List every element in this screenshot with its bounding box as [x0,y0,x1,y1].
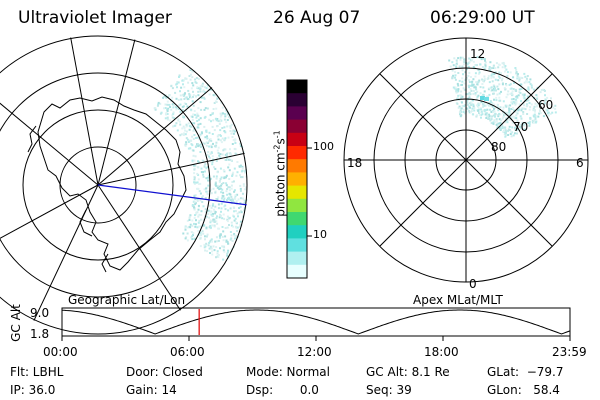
status-gc-alt: GC Alt: 8.1 Re [366,365,450,379]
antarctica-coastline [37,96,187,271]
status-door: Door: Closed [126,365,203,379]
altitude-curve [61,309,571,335]
colorbar-swatch [287,93,307,107]
right-map-label: Apex MLat/MLT [413,293,503,307]
time-label: 06:29:00 UT [430,8,535,28]
altitude-ytick-min: 1.8 [30,327,50,341]
xtick-0600: 06:00 [170,345,205,359]
colorbar-unit-label: photon cm-2s-1 [272,130,288,217]
mlt-label-6: 6 [576,156,584,170]
geographic-map [0,35,248,335]
satellite-track-line [97,184,248,206]
magnetic-map [343,37,589,283]
colorbar-swatch [287,132,307,147]
mlat-label-60: 60 [538,98,554,112]
mlt-label-0: 0 [469,277,477,291]
altitude-plot [61,307,571,341]
colorbar-swatch [287,238,307,253]
status-gain: Gain: 14 [126,383,177,397]
colorbar-swatch [287,185,307,200]
mlat-label-80: 80 [491,140,507,154]
colorbar [287,80,307,279]
colorbar-swatch [287,80,307,94]
mlt-label-12: 12 [470,47,486,61]
colorbar-swatch [287,251,307,266]
xtick-1800: 18:00 [424,345,459,359]
status-seq: Seq: 39 [366,383,412,397]
colorbar-swatch [287,172,307,187]
xtick-0000: 00:00 [43,345,78,359]
colorbar-tick-10: 10 [313,228,327,241]
app-title: Ultraviolet Imager [18,8,172,28]
mlat-label-70: 70 [513,120,529,134]
date-label: 26 Aug 07 [273,8,361,28]
xtick-1200: 12:00 [297,345,332,359]
xtick-2359: 23:59 [552,345,587,359]
colorbar-swatch [287,106,307,121]
status-ip: IP: 36.0 [10,383,56,397]
altitude-ylabel: GC Alt [9,304,23,342]
status-glon: GLon: 58.4 [487,383,560,397]
colorbar-swatch [287,159,307,173]
mlt-label-18: 18 [347,156,363,170]
status-mode: Mode: Normal [246,365,330,379]
status-flt: Flt: LBHL [10,365,64,379]
colorbar-swatch [287,264,307,279]
colorbar-swatch [287,146,307,160]
colorbar-swatch [287,225,307,239]
status-dsp: Dsp: 0.0 [246,383,319,397]
colorbar-frame [286,79,308,279]
colorbar-swatch [287,119,307,134]
altitude-ytick-max: 9.0 [30,306,50,320]
colorbar-swatch [287,212,307,226]
colorbar-tick-100: 100 [313,140,334,153]
status-glat: GLat: −79.7 [487,365,564,379]
colorbar-swatch [287,198,307,213]
left-map-label: Geographic Lat/Lon [68,293,186,307]
left-aurora-emission [153,67,248,261]
